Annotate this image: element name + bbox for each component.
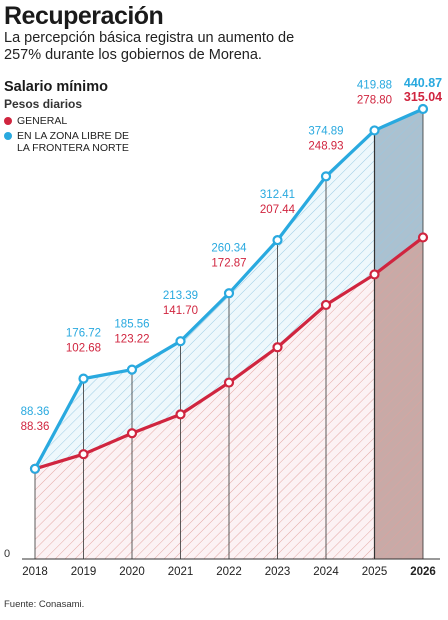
value-label-general-2020: 123.22	[114, 334, 149, 346]
chart-subtitle-text: La percepción básica registra un aumento…	[4, 30, 295, 63]
value-label-frontera-2019: 176.72	[66, 328, 101, 340]
x-tick-label-2026: 2026	[410, 566, 436, 578]
chart-heading: Salario mínimo	[4, 79, 108, 95]
chart-units: Pesos diarios	[4, 97, 83, 111]
value-label-general-2021: 141.70	[163, 305, 198, 317]
point-general-2023	[272, 342, 283, 353]
y-zero-label: 0	[4, 548, 10, 560]
point-frontera-2026	[417, 103, 429, 115]
point-general-2021	[175, 409, 186, 420]
legend-label-frontera: EN LA ZONA LIBRE DE LA FRONTERA NORTE	[17, 130, 130, 154]
legend-item-general: GENERAL	[4, 115, 142, 127]
point-frontera-2023	[272, 235, 283, 246]
value-label-general-2018: 88.36	[21, 421, 50, 433]
point-frontera-2024	[320, 171, 332, 182]
x-tick-label-2025: 2025	[362, 566, 388, 578]
value-label-frontera-2024: 374.89	[308, 125, 343, 137]
point-frontera-2025	[369, 125, 380, 136]
x-tick-label-2023: 2023	[265, 566, 291, 578]
value-label-frontera-2025: 419.88	[357, 79, 392, 91]
value-label-general-2022: 172.87	[211, 257, 246, 269]
point-general-2026	[417, 232, 429, 243]
x-tick-label-2021: 2021	[168, 566, 194, 578]
value-label-general-2026: 315.04	[404, 90, 442, 104]
x-tick-label-2024: 2024	[313, 566, 339, 578]
value-label-frontera-2026: 440.87	[404, 76, 442, 90]
value-label-general-2024: 248.93	[308, 140, 343, 152]
point-general-2024	[320, 299, 332, 311]
legend-dot-general	[4, 117, 12, 125]
point-general-2022	[223, 377, 235, 388]
x-tick-label-2022: 2022	[216, 566, 242, 578]
legend-label-general: GENERAL	[17, 115, 68, 127]
x-tick-label-2019: 2019	[71, 566, 97, 578]
x-tick-label-2020: 2020	[119, 566, 145, 578]
point-general-2020	[126, 428, 138, 439]
source-note: Fuente: Conasami.	[4, 599, 85, 610]
point-frontera-2019	[78, 373, 89, 384]
value-label-frontera-2020: 185.56	[114, 319, 149, 331]
point-general-2025	[369, 269, 380, 280]
value-label-frontera-2018: 88.36	[21, 406, 50, 418]
point-frontera-2020	[126, 364, 138, 375]
point-frontera-2022	[223, 288, 235, 299]
chart-title-main: Recuperación	[4, 2, 164, 30]
legend-dot-frontera	[4, 132, 12, 140]
point-general-2019	[78, 449, 89, 460]
point-frontera-2021	[175, 336, 186, 347]
value-label-frontera-2021: 213.39	[163, 290, 198, 302]
value-label-frontera-2022: 260.34	[211, 242, 247, 254]
x-tick-label-2018: 2018	[22, 566, 48, 578]
legend: GENERAL EN LA ZONA LIBRE DE LA FRONTERA …	[4, 115, 142, 157]
legend-item-frontera: EN LA ZONA LIBRE DE LA FRONTERA NORTE	[4, 130, 142, 154]
value-label-general-2025: 278.80	[357, 94, 392, 106]
point-frontera-2018	[29, 463, 41, 474]
value-label-frontera-2023: 312.41	[260, 189, 295, 201]
value-label-general-2019: 102.68	[66, 343, 101, 355]
value-label-general-2023: 207.44	[260, 204, 296, 216]
